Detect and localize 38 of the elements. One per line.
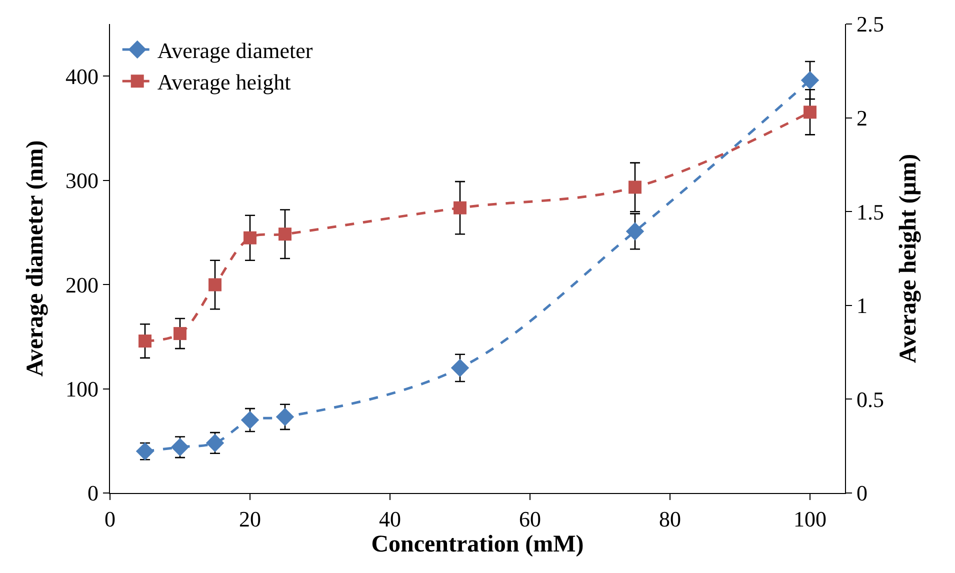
point <box>804 106 816 119</box>
x-tick-label: 20 <box>239 506 261 532</box>
y-tick-label: 100 <box>65 376 98 402</box>
point <box>626 222 644 240</box>
y2-tick-label: 2 <box>856 106 868 130</box>
y2-axis-title: Average height (µm) <box>895 154 922 364</box>
x-tick-label: 100 <box>794 506 826 532</box>
point <box>240 410 260 430</box>
point <box>174 327 186 340</box>
point <box>208 278 222 292</box>
x-tick-label: 0 <box>104 506 116 532</box>
y2-tick-label: 0.5 <box>856 386 884 412</box>
y2-tick-label: 1.5 <box>856 199 884 224</box>
point <box>276 408 294 426</box>
point <box>800 71 820 90</box>
point <box>138 334 152 348</box>
point <box>278 228 292 241</box>
point <box>450 358 470 378</box>
x-tick-label: 60 <box>519 506 541 532</box>
legend-label: Average diameter <box>157 38 314 64</box>
point <box>244 231 256 244</box>
point <box>628 180 642 194</box>
y-axis-title: Average diameter (nm) <box>22 140 49 377</box>
y2-tick-label: 2.5 <box>856 12 884 37</box>
y-tick-label: 200 <box>65 272 98 298</box>
y-tick-label: 400 <box>65 64 98 89</box>
point <box>136 442 154 460</box>
y2-tick-label: 1 <box>856 293 868 318</box>
y-tick-label: 300 <box>65 168 98 194</box>
x-tick-label: 40 <box>379 506 401 532</box>
point <box>170 438 190 456</box>
x-tick-label: 80 <box>659 506 681 532</box>
x-axis-title: Concentration (mM) <box>371 532 584 558</box>
point <box>206 434 224 452</box>
point <box>454 201 466 214</box>
legend-label: Average height <box>157 70 291 95</box>
y2-tick-label: 0 <box>856 480 868 506</box>
y-tick-label: 0 <box>87 480 98 506</box>
